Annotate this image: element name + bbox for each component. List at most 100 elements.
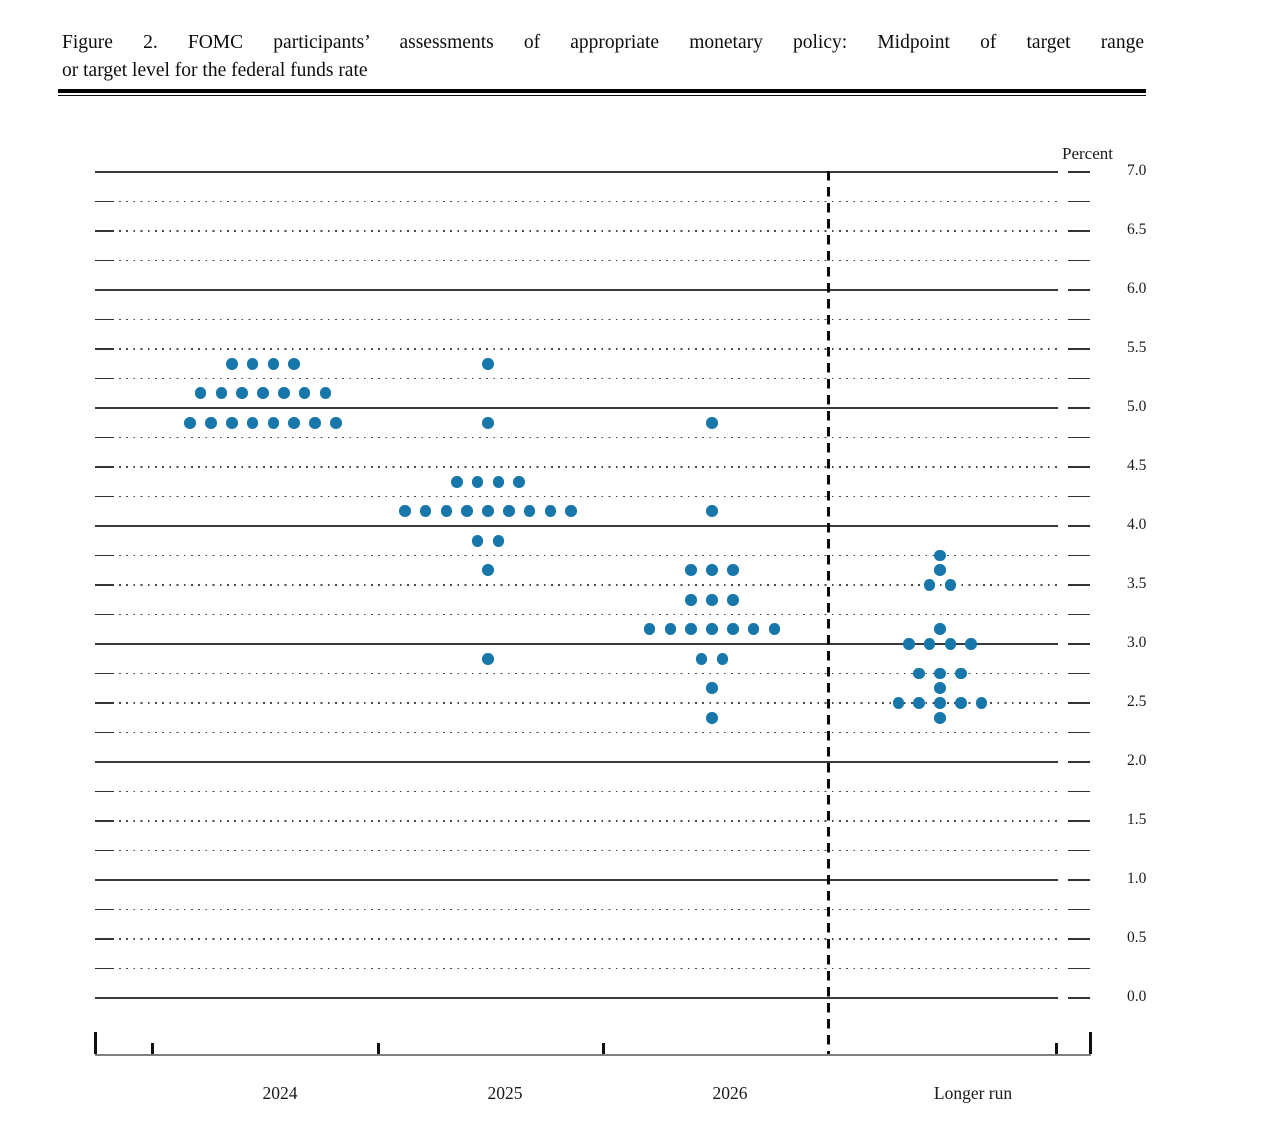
projection-dot xyxy=(246,416,259,429)
y-axis-left-tick xyxy=(95,790,114,793)
projection-dot xyxy=(643,623,656,636)
y-axis-right-tick xyxy=(1068,584,1090,586)
y-axis-left-tick xyxy=(95,613,114,616)
y-axis-left-tick xyxy=(95,908,114,911)
gridline-solid xyxy=(95,407,1058,409)
projection-dot xyxy=(565,505,577,518)
gridline-dotted xyxy=(119,318,1058,321)
y-axis-left-tick xyxy=(95,938,114,940)
y-axis-right-tick xyxy=(1068,879,1090,881)
projection-dot xyxy=(934,697,946,709)
projection-dot xyxy=(503,505,515,518)
x-axis-category-label: 2025 xyxy=(487,1083,523,1103)
y-axis-left-tick xyxy=(95,259,114,262)
gridline-dotted xyxy=(119,672,1058,675)
projection-dot xyxy=(482,357,494,370)
x-axis-end-tick xyxy=(1089,1032,1092,1054)
projection-dot xyxy=(523,505,536,518)
projection-dot xyxy=(544,505,557,518)
x-axis-category-label: 2026 xyxy=(712,1083,748,1103)
y-axis-left-tick xyxy=(95,672,114,675)
projection-dot xyxy=(492,475,505,488)
gridline-dotted xyxy=(119,967,1058,970)
projection-dot xyxy=(288,416,300,429)
projection-dot xyxy=(706,416,718,429)
y-axis-left-tick xyxy=(95,436,114,439)
y-axis-right-tick xyxy=(1068,643,1090,645)
y-axis-left-tick xyxy=(95,702,114,704)
gridline-dotted xyxy=(119,702,1058,704)
y-axis-tick-label: 0.0 xyxy=(1127,988,1147,1005)
projection-dot xyxy=(482,416,494,429)
projection-dot xyxy=(236,387,248,400)
projection-dot xyxy=(903,638,915,650)
projection-dot xyxy=(923,579,936,591)
y-axis-left-tick xyxy=(95,318,114,321)
projection-dot xyxy=(482,652,494,665)
y-axis-right-tick xyxy=(1068,466,1090,468)
y-axis-right-tick xyxy=(1068,613,1090,616)
y-axis-left-tick xyxy=(95,820,114,822)
y-axis-right-tick xyxy=(1068,938,1090,940)
figure-title-line-2: or target level for the federal funds ra… xyxy=(62,59,368,81)
y-axis-right-tick xyxy=(1068,702,1090,704)
projection-dot xyxy=(399,505,411,518)
projection-dot xyxy=(934,549,946,562)
projection-dot xyxy=(727,593,739,606)
y-axis-right-tick xyxy=(1068,289,1090,291)
y-axis-tick-label: 7.0 xyxy=(1127,162,1147,179)
y-axis-tick-label: 2.0 xyxy=(1127,752,1147,769)
projection-dot xyxy=(965,638,977,650)
gridline-dotted xyxy=(119,348,1058,350)
y-axis-right-tick xyxy=(1068,230,1090,232)
y-axis-left-tick xyxy=(95,731,114,734)
projection-dot xyxy=(706,711,718,724)
projection-dot xyxy=(309,416,321,429)
gridline-dotted xyxy=(119,790,1058,793)
projection-dot xyxy=(892,697,905,709)
projection-dot xyxy=(685,593,697,606)
y-axis-right-tick xyxy=(1068,200,1090,203)
projection-dot xyxy=(471,475,484,488)
projection-dot xyxy=(451,475,463,488)
y-axis-tick-label: 3.5 xyxy=(1127,575,1147,592)
gridline-solid xyxy=(95,171,1058,173)
projection-dot xyxy=(934,564,946,577)
projection-dot xyxy=(205,416,217,429)
y-axis-tick-label: 5.0 xyxy=(1127,398,1147,415)
projection-dot xyxy=(695,652,708,665)
y-axis-left-tick xyxy=(95,495,114,498)
projection-dot xyxy=(706,623,718,636)
y-axis-tick-label: 1.5 xyxy=(1127,811,1147,828)
x-axis-category-label: 2024 xyxy=(262,1083,298,1103)
y-axis-right-tick xyxy=(1068,525,1090,527)
projection-dot xyxy=(706,505,718,518)
projection-dot xyxy=(471,534,484,547)
y-axis-tick-label: 6.5 xyxy=(1127,221,1147,238)
y-axis-left-tick xyxy=(95,554,114,557)
projection-dot xyxy=(513,475,525,488)
y-axis-right-tick xyxy=(1068,761,1090,763)
y-axis-left-tick xyxy=(95,377,114,380)
longer-run-divider-line xyxy=(826,171,830,1055)
y-axis-tick-label: 4.0 xyxy=(1127,516,1147,533)
projection-dot xyxy=(944,579,957,591)
y-axis-right-tick xyxy=(1068,908,1090,911)
x-axis-minor-tick xyxy=(1054,1042,1058,1054)
projection-dot xyxy=(298,387,311,400)
projection-dot xyxy=(215,387,228,400)
title-divider-rule xyxy=(58,89,1146,96)
y-axis-right-tick xyxy=(1068,495,1090,498)
projection-dot xyxy=(944,638,957,650)
projection-dot xyxy=(278,387,290,400)
gridline-dotted xyxy=(119,613,1058,616)
projection-dot xyxy=(747,623,760,636)
projection-dot xyxy=(727,564,739,577)
y-axis-right-tick xyxy=(1068,348,1090,350)
y-axis-right-tick xyxy=(1068,377,1090,380)
y-axis-left-tick xyxy=(95,967,114,970)
projection-dot xyxy=(319,387,332,400)
y-axis-right-tick xyxy=(1068,731,1090,734)
projection-dot xyxy=(706,593,718,606)
projection-dot xyxy=(913,667,925,680)
